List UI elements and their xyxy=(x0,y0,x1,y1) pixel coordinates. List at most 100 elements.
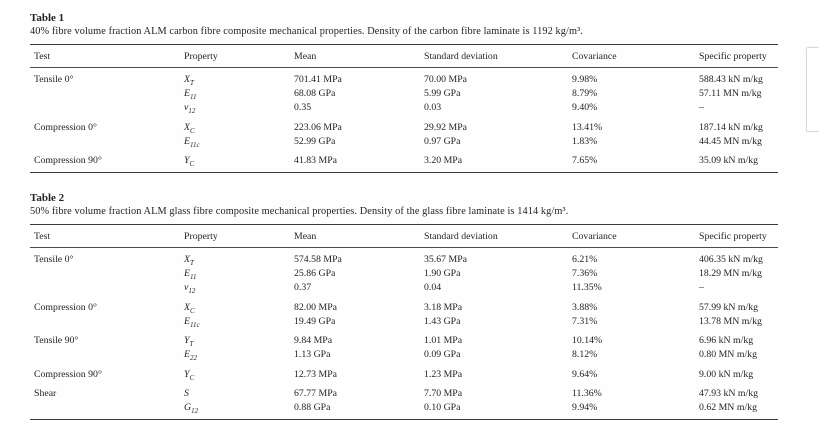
cell-test: Shear xyxy=(34,388,57,399)
cell-covariance: 6.21% xyxy=(572,254,598,265)
cell-specific-property: 13.78 MN m/kg xyxy=(699,315,762,327)
cell-specific-property: 0.62 MN m/kg xyxy=(699,402,757,413)
cell-property-symbol: XT xyxy=(184,74,194,87)
table-row: Compression 90° YC 12.73 MPa 1.23 MPa 9.64% 9… xyxy=(30,362,778,382)
table-row: E22 1.13 GPa 0.09 GPa 8.12% 0.80 MN m/kg xyxy=(30,348,778,362)
cell-specific-property: 18.29 MN m/kg xyxy=(699,268,762,279)
cell-standard-deviation: 7.70 MPa xyxy=(424,388,463,399)
cell-standard-deviation: 0.04 xyxy=(424,282,442,293)
cell-mean: 19.49 GPa xyxy=(294,315,336,327)
cell-standard-deviation: 70.00 MPa xyxy=(424,74,468,85)
cell-test xyxy=(30,281,180,295)
cell-standard-deviation: 1.90 GPa xyxy=(424,268,461,279)
table-row: E11 68.08 GPa 5.99 GPa 8.79% 57.11 MN m/kg xyxy=(30,87,778,101)
cell-mean: 41.83 MPa xyxy=(294,155,338,166)
column-header: Specific property xyxy=(695,44,778,68)
cell-property-symbol: XT xyxy=(184,254,194,267)
cell-test: Compression 0° xyxy=(34,301,97,313)
cell-covariance: 13.41% xyxy=(572,121,603,133)
table-row: E11c 19.49 GPa 1.43 GPa 7.31% 13.78 MN m/kg xyxy=(30,314,778,328)
cell-specific-property: 187.14 kN m/kg xyxy=(699,121,763,133)
cell-standard-deviation: 29.92 MPa xyxy=(424,121,468,133)
column-header: Standard deviation xyxy=(420,224,568,248)
cell-specific-property: 35.09 kN m/kg xyxy=(699,155,759,166)
column-header: Specific property xyxy=(695,224,778,248)
cell-covariance: 9.94% xyxy=(572,402,598,413)
column-header: Property xyxy=(180,224,290,248)
table-header-row: Test Property Mean Standard deviation Covari… xyxy=(30,224,778,248)
cell-mean: 68.08 GPa xyxy=(294,88,336,99)
cell-test: Compression 0° xyxy=(34,121,97,133)
cell-property-symbol: E11 xyxy=(184,268,197,281)
cell-covariance: 11.35% xyxy=(572,282,602,293)
table-row: E11c 52.99 GPa 0.97 GPa 1.83% 44.45 MN m/kg xyxy=(30,134,778,148)
cell-covariance: 8.12% xyxy=(572,349,598,360)
cell-mean: 67.77 MPa xyxy=(294,388,338,399)
cell-property-symbol: E11 xyxy=(184,88,197,101)
table-row: Compression 0° XC 82.00 MPa 3.18 MPa 3.88% 57… xyxy=(30,295,778,315)
cell-standard-deviation: 3.20 MPa xyxy=(424,155,463,166)
cell-specific-property: 406.35 kN m/kg xyxy=(699,254,763,265)
cell-specific-property: 47.93 kN m/kg xyxy=(699,388,759,399)
cell-test xyxy=(30,87,180,101)
cell-property-symbol: G12 xyxy=(184,402,199,415)
cell-covariance: 7.36% xyxy=(572,268,598,279)
cell-mean: 9.84 MPa xyxy=(294,335,333,346)
right-edge-panel[interactable] xyxy=(806,47,819,132)
cell-covariance: 9.64% xyxy=(572,368,598,380)
cell-test: Tensile 0° xyxy=(34,74,74,85)
cell-property-symbol: YC xyxy=(184,368,195,381)
cell-mean: 12.73 MPa xyxy=(294,368,338,380)
cell-standard-deviation: 3.18 MPa xyxy=(424,301,463,313)
cell-property-symbol: E22 xyxy=(184,349,197,362)
cell-property-symbol: ν12 xyxy=(184,282,196,295)
cell-specific-property: 57.99 kN m/kg xyxy=(699,301,759,313)
cell-property-symbol: S xyxy=(184,388,189,399)
column-header: Test xyxy=(30,224,180,248)
page-content: Table 1 40% fibre volume fraction ALM ca… xyxy=(30,12,778,420)
cell-mean: 223.06 MPa xyxy=(294,121,342,133)
cell-covariance: 7.31% xyxy=(572,315,598,327)
cell-property-symbol: E11c xyxy=(184,135,200,148)
cell-mean: 82.00 MPa xyxy=(294,301,338,313)
cell-property-symbol: ν12 xyxy=(184,102,196,115)
cell-covariance: 11.36% xyxy=(572,388,602,399)
cell-mean: 0.37 xyxy=(294,282,312,293)
table-row: ν12 0.37 0.04 11.35% – xyxy=(30,281,778,295)
cell-test: Compression 90° xyxy=(34,155,102,166)
table-row: Tensile 0° XT 701.41 MPa 70.00 MPa 9.98% 588.… xyxy=(30,68,778,87)
cell-mean: 574.58 MPa xyxy=(294,254,342,265)
column-header: Test xyxy=(30,44,180,68)
cell-mean: 25.86 GPa xyxy=(294,268,336,279)
cell-mean: 0.35 xyxy=(294,102,312,113)
cell-standard-deviation: 5.99 GPa xyxy=(424,88,461,99)
table-row: Compression 0° XC 223.06 MPa 29.92 MPa 13.41… xyxy=(30,115,778,135)
table-2-label: Table 2 xyxy=(30,192,65,204)
cell-specific-property: 588.43 kN m/kg xyxy=(699,74,763,85)
cell-mean: 52.99 GPa xyxy=(294,135,336,147)
cell-standard-deviation: 1.01 MPa xyxy=(424,335,463,346)
cell-specific-property: – xyxy=(699,102,704,113)
column-header: Covariance xyxy=(568,224,695,248)
cell-test xyxy=(30,401,180,420)
table-1: Test Property Mean Standard deviation Covari… xyxy=(30,44,778,173)
cell-test: Tensile 90° xyxy=(34,335,79,346)
cell-test xyxy=(30,348,180,362)
cell-test: Compression 90° xyxy=(34,368,102,380)
cell-standard-deviation: 0.03 xyxy=(424,102,442,113)
table-row: ν12 0.35 0.03 9.40% – xyxy=(30,101,778,115)
cell-covariance: 9.40% xyxy=(572,102,598,113)
cell-specific-property: 9.00 kN m/kg xyxy=(699,368,754,380)
cell-standard-deviation: 0.10 GPa xyxy=(424,402,461,413)
cell-standard-deviation: 1.43 GPa xyxy=(424,315,461,327)
table-2-description: 50% fibre volume fraction ALM glass fibr… xyxy=(30,206,569,217)
column-header: Mean xyxy=(290,44,420,68)
cell-mean: 701.41 MPa xyxy=(294,74,342,85)
cell-property-symbol: XC xyxy=(184,121,195,134)
cell-specific-property: – xyxy=(699,282,704,293)
cell-standard-deviation: 0.97 GPa xyxy=(424,135,461,147)
cell-covariance: 7.65% xyxy=(572,155,598,166)
cell-test xyxy=(30,267,180,281)
cell-test xyxy=(30,101,180,115)
